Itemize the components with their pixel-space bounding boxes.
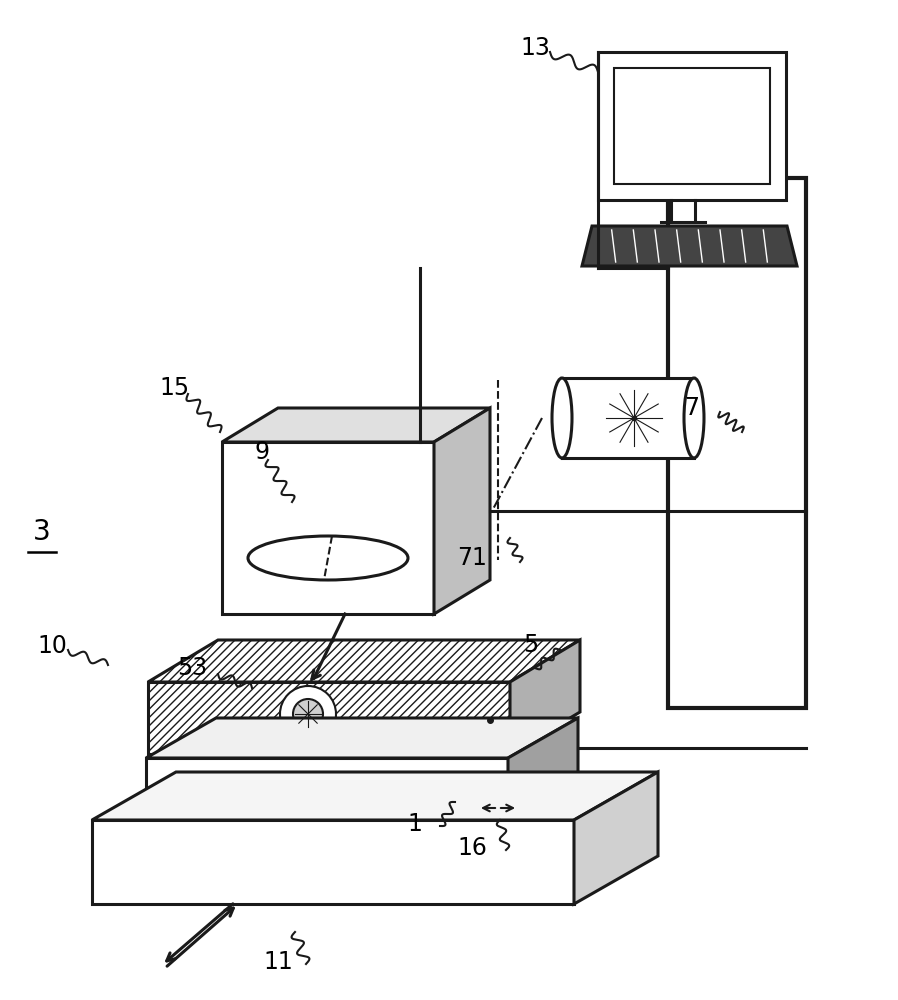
Bar [222, 442, 434, 614]
Polygon shape [508, 718, 578, 818]
Circle shape [280, 686, 336, 742]
Ellipse shape [684, 378, 704, 458]
Bar [562, 378, 694, 458]
Text: 3: 3 [33, 518, 51, 546]
Polygon shape [434, 408, 490, 614]
Polygon shape [146, 718, 578, 758]
Bar [598, 52, 786, 200]
Polygon shape [92, 820, 574, 904]
Text: 53: 53 [177, 656, 207, 680]
Polygon shape [146, 758, 508, 818]
Ellipse shape [248, 536, 408, 580]
Text: 16: 16 [457, 836, 487, 860]
Polygon shape [148, 640, 580, 682]
Bar [614, 68, 770, 184]
Circle shape [293, 699, 323, 729]
Text: 71: 71 [457, 546, 487, 570]
Text: 15: 15 [159, 376, 189, 400]
Text: 1: 1 [408, 812, 422, 836]
Polygon shape [510, 640, 580, 754]
Text: 11: 11 [263, 950, 293, 974]
Polygon shape [582, 226, 797, 266]
Text: 13: 13 [520, 36, 550, 60]
Bar [668, 178, 806, 708]
Text: 10: 10 [37, 634, 67, 658]
Ellipse shape [552, 378, 572, 458]
Polygon shape [222, 408, 490, 442]
Polygon shape [148, 682, 510, 754]
Text: 7: 7 [684, 396, 700, 420]
Polygon shape [92, 772, 658, 820]
Polygon shape [574, 772, 658, 904]
Text: 5: 5 [524, 633, 539, 657]
Text: 9: 9 [254, 440, 269, 464]
